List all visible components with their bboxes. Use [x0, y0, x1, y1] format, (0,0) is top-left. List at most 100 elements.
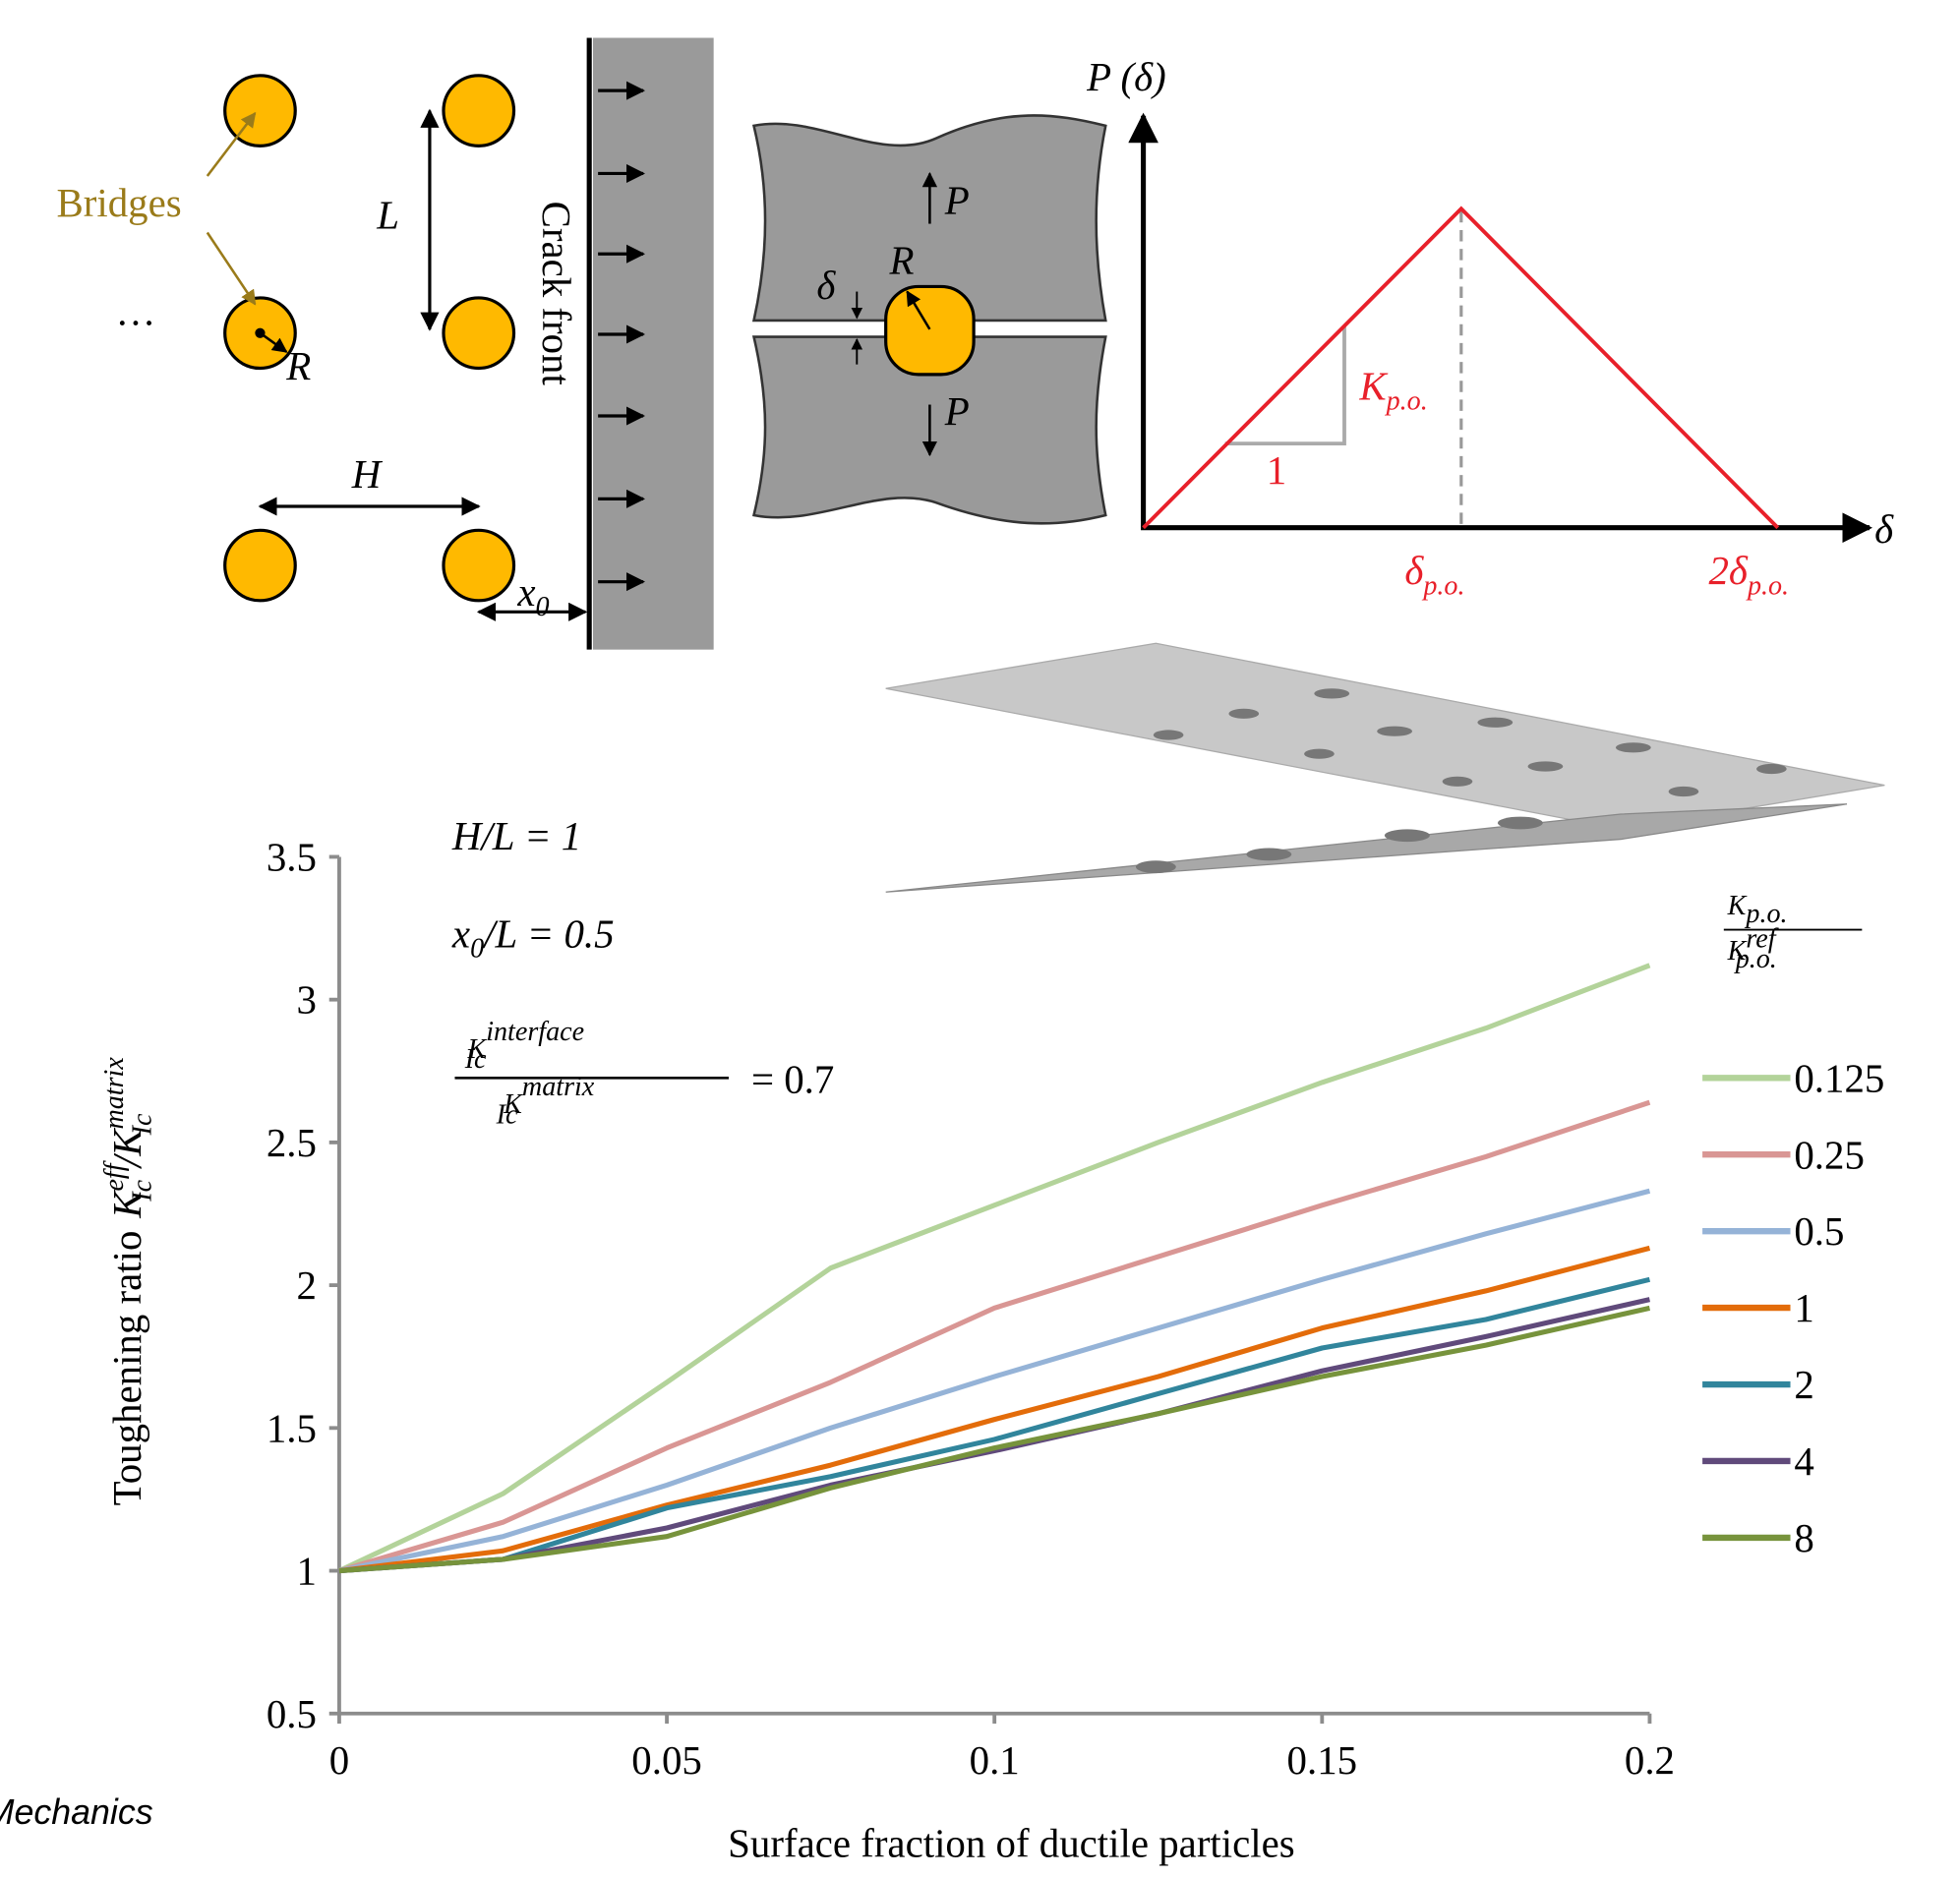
frac-sup: interface — [486, 1017, 584, 1047]
frac-rest: = 0.7 — [751, 1058, 834, 1102]
delta-label: δ — [816, 264, 836, 308]
footer: Mechanics — [0, 1792, 153, 1832]
x0-main: x — [516, 570, 535, 615]
legend-label: 4 — [1794, 1439, 1813, 1484]
legend-label: 8 — [1794, 1516, 1813, 1560]
radius-label: R — [285, 344, 311, 388]
dpo-main: δ — [1404, 549, 1424, 593]
x-tick-label: 0.15 — [1287, 1738, 1358, 1783]
frac-k: K — [503, 1089, 523, 1120]
series-line — [338, 1297, 1651, 1574]
particle-diagram — [223, 74, 516, 603]
legend-sub: p.o. — [1734, 944, 1777, 974]
legend-k: K — [1727, 891, 1748, 921]
y-label-k: K — [105, 1189, 149, 1219]
x0-sub: 0 — [470, 934, 484, 965]
legend-label: 0.5 — [1794, 1209, 1844, 1254]
y-tick-label: 2.5 — [267, 1121, 317, 1165]
y-tick-label: 3.5 — [267, 836, 317, 880]
legend-sub: p.o. — [1744, 899, 1787, 929]
x0-rest: /L = 0.5 — [482, 911, 614, 956]
series-line — [338, 1276, 1651, 1574]
x-axis-label: Surface fraction of ductile particles — [728, 1821, 1295, 1865]
legend-label: 0.125 — [1794, 1056, 1884, 1100]
dpo-label: δp.o. — [1404, 549, 1464, 601]
k-label: Kp.o. — [1358, 364, 1427, 416]
legend-label: 1 — [1794, 1286, 1813, 1330]
p-top-label: P — [944, 178, 970, 222]
x-tick-label: 0 — [329, 1738, 349, 1783]
series-line — [338, 1305, 1651, 1574]
frac-sub: Ic — [496, 1099, 518, 1130]
crack-arrows — [598, 81, 646, 592]
particle — [223, 74, 297, 147]
particle — [442, 74, 516, 147]
radius-arrow — [259, 331, 288, 353]
bridges-label: Bridges — [56, 181, 181, 225]
dpo-sub: p.o. — [1421, 570, 1464, 601]
y-tick-label: 0.5 — [267, 1692, 317, 1736]
frac-sup: matrix — [522, 1072, 595, 1102]
y-tick-label: 3 — [297, 978, 317, 1023]
law-y-label: P (δ) — [1086, 55, 1166, 99]
law-curve — [1142, 205, 1780, 530]
y-label-sub: Ic — [127, 1113, 157, 1136]
legend-label: 0.25 — [1794, 1133, 1865, 1177]
x-tick-label: 0.1 — [970, 1738, 1020, 1783]
p-bottom-label: P — [944, 389, 970, 434]
d2po-main: 2δ — [1708, 549, 1748, 593]
bridge-arrows — [206, 111, 257, 306]
frac-denominator: Kmatrix Ic — [496, 1072, 595, 1130]
legend-label: 2 — [1794, 1363, 1813, 1407]
y-tick-label: 1.5 — [267, 1406, 317, 1450]
y-axis-label: Toughening ratioKeffIc/KmatrixIc — [99, 1057, 157, 1506]
bridge-radius — [906, 290, 931, 330]
bridge-particle — [884, 284, 976, 377]
frac-sub: Ic — [464, 1044, 487, 1075]
h-label: H — [351, 452, 384, 497]
k-main: K — [1358, 364, 1389, 408]
x0-label: x0 — [516, 570, 549, 622]
x-tick-label: 0.05 — [631, 1738, 702, 1783]
series-line — [337, 963, 1651, 1573]
k-sub: p.o. — [1385, 386, 1428, 417]
d2po-label: 2δp.o. — [1708, 549, 1789, 601]
series-line — [338, 1245, 1651, 1574]
crack-surface-top — [885, 642, 1885, 831]
y-label-sup: eff — [99, 1159, 130, 1191]
y-label-slash: /K — [105, 1127, 149, 1169]
x0-annotation: x0/L = 0.5 — [451, 911, 615, 964]
bridge-radius-label: R — [889, 239, 915, 283]
particle — [442, 296, 516, 371]
legend-sup: ref — [1746, 923, 1779, 954]
legend-title-den: Kref p.o. — [1727, 923, 1780, 973]
legend-title-num: Kp.o. — [1727, 891, 1788, 929]
d2po-sub: p.o. — [1746, 570, 1789, 601]
legend-k: K — [1727, 936, 1748, 967]
l-label: L — [376, 194, 399, 238]
y-label-sup: matrix — [99, 1057, 130, 1130]
surface-bumps — [1135, 688, 1787, 874]
series-line — [338, 1188, 1651, 1574]
x0-sub: 0 — [536, 592, 550, 622]
ellipsis: ··· — [116, 302, 156, 346]
crack-front-label: Crack front — [534, 202, 578, 386]
slope-label: 1 — [1267, 448, 1286, 493]
particle — [223, 528, 297, 603]
law-x-label: δ — [1874, 507, 1894, 552]
hl-annotation: H/L = 1 — [451, 814, 581, 858]
y-tick-label: 2 — [297, 1263, 317, 1308]
y-label-sub: Ic — [127, 1179, 157, 1202]
frac-k: K — [466, 1034, 487, 1065]
series-line — [338, 1099, 1651, 1573]
y-label-text: Toughening ratio — [105, 1231, 149, 1506]
x0-main: x — [451, 911, 470, 956]
crack-surface-bottom — [885, 803, 1848, 893]
crack-region — [593, 37, 714, 650]
frac-numerator: Kinterface Ic — [464, 1017, 584, 1075]
y-tick-label: 1 — [297, 1550, 317, 1594]
slope-triangle — [1224, 326, 1346, 446]
particle — [442, 528, 516, 603]
